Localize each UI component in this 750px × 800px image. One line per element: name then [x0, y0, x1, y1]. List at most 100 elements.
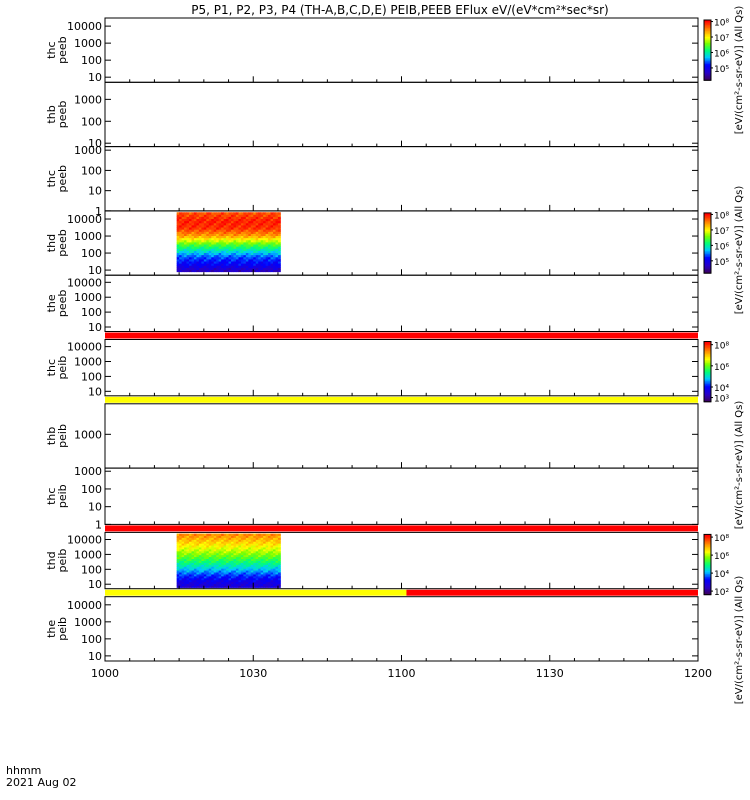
spectrogram-cell	[235, 570, 239, 573]
spectrogram-cell	[260, 220, 264, 224]
spectrogram-cell	[193, 246, 197, 249]
spectrogram-cell	[211, 254, 215, 258]
spectrogram-cell	[206, 239, 210, 243]
spectrogram-cell	[193, 550, 197, 554]
spectrogram-cell	[240, 541, 244, 544]
spectrogram-cell	[250, 533, 254, 536]
spectrogram-cell	[253, 556, 257, 560]
spectrogram-cell	[238, 558, 242, 561]
spectrogram-cell	[268, 550, 271, 554]
colorbar-swatch	[704, 365, 711, 368]
spectrogram-cell	[203, 263, 207, 266]
spectrogram-cell	[198, 224, 202, 228]
spectrogram-cell	[243, 572, 247, 575]
y-tick-label: 1000	[74, 428, 102, 441]
spectrogram-cell	[203, 256, 207, 260]
spectrogram-cell	[218, 556, 222, 560]
spectrogram-cell	[208, 585, 212, 588]
spectrogram-cell	[226, 254, 229, 258]
spectrogram-cell	[211, 229, 215, 232]
spectrogram-cell	[231, 533, 234, 536]
spectrogram-cell	[196, 548, 200, 552]
spectrogram-cell	[275, 550, 279, 554]
spectrogram-cell	[233, 246, 237, 249]
spectrogram-cell	[233, 581, 237, 585]
spectrogram-cell	[258, 244, 262, 247]
spectrogram-cell	[198, 585, 202, 588]
spectrogram-cell	[186, 566, 190, 569]
spectrogram-cell	[238, 562, 242, 565]
spectrogram-cell	[245, 554, 249, 558]
spectrogram-cell	[243, 214, 247, 217]
spectrogram-cell	[250, 554, 254, 558]
spectrogram-cell	[275, 554, 279, 558]
spectrogram-cell	[201, 585, 205, 588]
spectrogram-cell	[265, 252, 269, 256]
spectrogram-cell	[268, 535, 271, 538]
spectrogram-cell	[203, 572, 207, 575]
spectrogram-cell	[270, 558, 274, 561]
colorbar-tick-label: 10⁸	[714, 211, 729, 221]
spectrogram-cell	[260, 574, 264, 577]
panel-label: thc	[45, 359, 58, 376]
spectrogram-cell	[221, 550, 224, 554]
colorbar-swatch	[704, 373, 711, 376]
colorbar-swatch	[704, 549, 711, 552]
spectrogram-cell	[221, 220, 224, 224]
spectrogram-cell	[181, 233, 185, 237]
spectrogram-cell	[184, 545, 187, 548]
spectrogram-cell	[176, 566, 180, 569]
colorbar-swatch	[704, 249, 711, 251]
spectrogram-cell	[235, 252, 239, 256]
spectrogram-cell	[253, 222, 257, 226]
spectrogram-cell	[201, 564, 205, 567]
spectrogram-cell	[268, 574, 271, 577]
spectrogram-cell	[273, 583, 276, 586]
spectrogram-cell	[186, 560, 190, 563]
spectrogram-cell	[193, 548, 197, 552]
spectrogram-cell	[265, 579, 269, 583]
spectrogram-cell	[208, 229, 212, 232]
spectrogram-cell	[268, 231, 271, 234]
spectrogram-cell	[176, 552, 180, 556]
spectrogram-cell	[250, 263, 254, 266]
spectrogram-cell	[216, 218, 220, 222]
spectrogram-cell	[186, 547, 190, 550]
spectrogram-cell	[218, 548, 222, 552]
spectrogram-cell	[184, 575, 187, 579]
spectrogram-cell	[263, 533, 266, 536]
spectrogram-cell	[223, 254, 227, 258]
spectrogram-cell	[245, 227, 249, 230]
spectrogram-cell	[260, 566, 264, 569]
spectrogram-cell	[208, 256, 212, 260]
spectrogram-cell	[265, 535, 269, 538]
spectrogram-cell	[248, 562, 252, 565]
spectrogram-cell	[203, 233, 207, 237]
spectrogram-cell	[263, 574, 266, 577]
spectrogram-cell	[265, 547, 269, 550]
spectrogram-cell	[198, 562, 202, 565]
spectrogram-cell	[263, 231, 266, 234]
spectrogram-cell	[216, 535, 220, 538]
spectrogram-cell	[263, 261, 266, 264]
spectrogram-cell	[208, 239, 212, 243]
spectrogram-cell	[245, 220, 249, 224]
spectrogram-cell	[226, 252, 229, 256]
spectrogram-cell	[253, 554, 257, 558]
spectrogram-cell	[273, 248, 276, 251]
spectrogram-cell	[245, 556, 249, 560]
spectrogram-cell	[277, 229, 281, 232]
spectrogram-cell	[226, 545, 229, 548]
spectrogram-cell	[221, 533, 224, 536]
colorbar-swatch	[704, 560, 711, 562]
spectrogram-cell	[240, 220, 244, 224]
spectrogram-cell	[268, 212, 271, 215]
x-tick-label: 1100	[388, 667, 416, 680]
spectrogram-cell	[213, 246, 217, 249]
spectrogram-cell	[248, 537, 252, 540]
spectrogram-cell	[238, 574, 242, 577]
spectrogram-cell	[218, 233, 222, 237]
spectrogram-cell	[268, 585, 271, 588]
spectrogram-cell	[208, 237, 212, 241]
spectrogram-cell	[223, 585, 227, 588]
